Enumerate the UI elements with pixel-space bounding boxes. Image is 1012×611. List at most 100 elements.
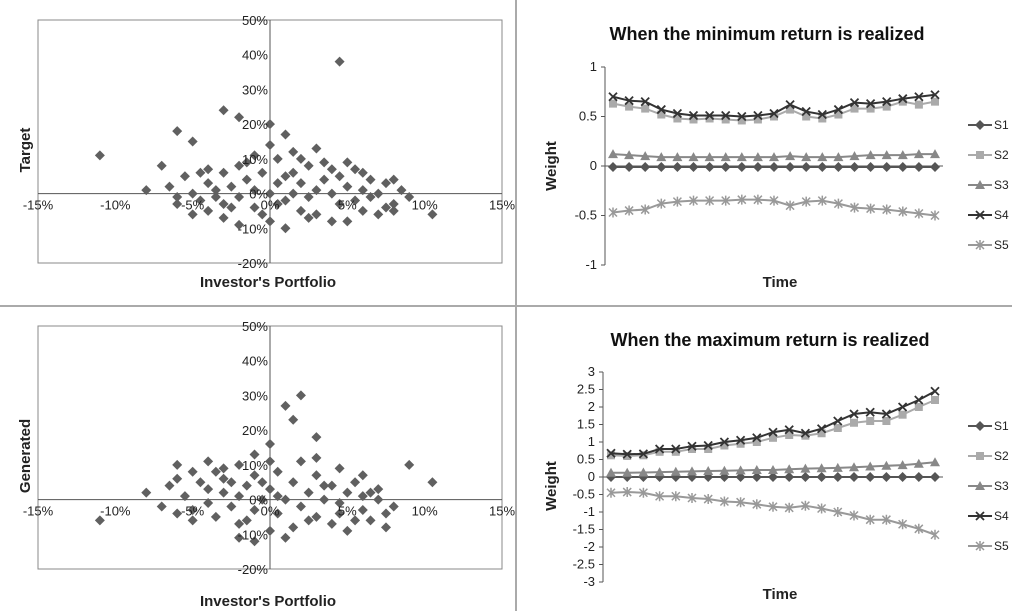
legend-marker-s3 xyxy=(975,481,985,490)
data-point-s2 xyxy=(817,429,826,438)
data-point-s5 xyxy=(800,500,810,511)
scatter-point xyxy=(226,181,237,192)
data-point-s4 xyxy=(833,104,844,115)
data-point-s2 xyxy=(882,102,891,111)
data-point-s1 xyxy=(784,472,795,482)
data-point-s2 xyxy=(850,104,859,113)
scatter-point xyxy=(295,501,306,512)
data-point-s3 xyxy=(913,458,924,468)
y-tick-label: 0% xyxy=(249,187,268,202)
x-tick-label: -5% xyxy=(181,504,205,519)
legend-label-s1: S1 xyxy=(994,419,1009,433)
scatter-point xyxy=(350,477,361,488)
scatter-point xyxy=(187,209,198,220)
scatter-point xyxy=(265,139,275,150)
scatter-point xyxy=(381,508,391,519)
x-tick-label: -15% xyxy=(23,504,54,519)
scatter-point xyxy=(195,195,206,206)
data-point-s5 xyxy=(914,208,924,219)
data-point-s5 xyxy=(672,196,682,207)
data-point-s4 xyxy=(769,108,779,119)
data-point-s1 xyxy=(608,161,618,172)
data-point-s2 xyxy=(898,410,907,419)
scatter-point xyxy=(319,494,330,505)
data-point-s3 xyxy=(624,150,635,160)
data-point-s4 xyxy=(816,424,827,434)
y-tick-label: 50% xyxy=(242,13,268,28)
data-point-s2 xyxy=(866,417,875,425)
data-point-s5 xyxy=(737,194,747,205)
data-point-s4 xyxy=(881,409,892,419)
data-point-s4 xyxy=(606,448,616,458)
scatter-point xyxy=(311,143,322,154)
scatter-point xyxy=(210,185,221,196)
x-tick-label: 0% xyxy=(261,504,280,519)
scatter-point xyxy=(326,480,337,491)
data-point-s5 xyxy=(833,507,843,517)
data-point-s1 xyxy=(833,161,844,172)
scatter-point xyxy=(265,456,275,467)
data-point-s2 xyxy=(753,115,762,124)
data-point-s3 xyxy=(849,462,859,472)
scatter-point xyxy=(272,491,283,502)
data-point-s3 xyxy=(785,151,796,161)
max-weights-panel: When the maximum return is realized -3 -2… xyxy=(543,330,1009,603)
scatter-point xyxy=(249,504,260,515)
data-point-s2 xyxy=(818,114,827,123)
x-tick-label: 5% xyxy=(338,198,357,213)
data-point-s4 xyxy=(687,441,697,451)
data-point-s3 xyxy=(897,150,908,160)
data-point-s4 xyxy=(753,110,763,121)
y-tick-label: -10% xyxy=(238,527,269,542)
scatter-point xyxy=(342,525,353,536)
scatter-point xyxy=(319,480,330,491)
scatter-point xyxy=(303,212,314,223)
data-point-s4 xyxy=(768,427,778,437)
scatter-point xyxy=(218,167,229,178)
data-point-s1 xyxy=(720,161,731,172)
data-point-s4 xyxy=(865,98,876,109)
legend-label-s4: S4 xyxy=(994,509,1009,523)
x-tick-label: -10% xyxy=(100,198,131,213)
data-point-s5 xyxy=(817,195,827,206)
scatter-point xyxy=(172,508,183,519)
data-point-s2 xyxy=(785,431,794,439)
y-tick-label: 20% xyxy=(242,117,268,132)
y-axis-label: Weight xyxy=(543,141,560,191)
scatter-point xyxy=(265,216,275,227)
scatter-point xyxy=(319,174,330,185)
data-point-s1 xyxy=(865,161,876,172)
data-point-s5 xyxy=(622,487,632,498)
data-point-s2 xyxy=(657,110,666,119)
data-point-s3 xyxy=(719,465,730,475)
data-point-s2 xyxy=(834,110,843,119)
data-point-s3 xyxy=(735,465,746,475)
data-point-s1 xyxy=(913,472,924,482)
scatter-point xyxy=(342,487,353,498)
data-point-s4 xyxy=(849,409,859,419)
data-point-s5 xyxy=(721,195,731,206)
scatter-point xyxy=(303,160,314,171)
scatter-point xyxy=(311,185,322,196)
scatter-point xyxy=(326,216,337,227)
scatter-point xyxy=(288,167,299,178)
scatter-point xyxy=(357,491,368,502)
scatter-point xyxy=(234,532,245,543)
data-point-s2 xyxy=(752,438,761,446)
scatter-point xyxy=(272,178,283,189)
y-tick-label: -1.5 xyxy=(573,522,595,537)
scatter-point xyxy=(210,466,221,477)
x-axis-label: Time xyxy=(763,586,798,603)
data-point-s1 xyxy=(816,472,827,482)
x-axis-label: Investor's Portfolio xyxy=(200,593,336,610)
data-point-s3 xyxy=(640,151,651,161)
scatter-point xyxy=(381,202,391,213)
scatter-point xyxy=(334,498,345,509)
scatter-point xyxy=(350,195,361,206)
data-point-s5 xyxy=(606,487,616,498)
legend-marker-s4 xyxy=(975,511,985,521)
y-tick-label: 2 xyxy=(588,399,595,414)
y-tick-label: 1 xyxy=(588,434,595,449)
scatter-point xyxy=(218,487,229,498)
data-point-s4 xyxy=(638,449,649,459)
